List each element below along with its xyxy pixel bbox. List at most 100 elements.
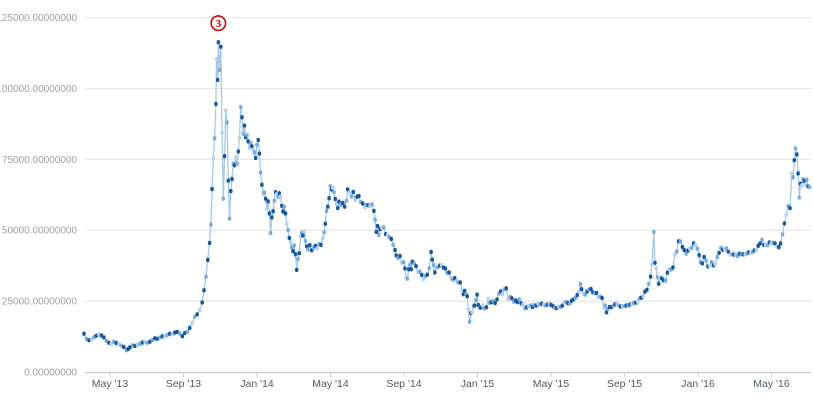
data-point[interactable] bbox=[256, 137, 261, 143]
data-point[interactable] bbox=[322, 230, 326, 235]
data-point[interactable] bbox=[180, 334, 185, 339]
data-point[interactable] bbox=[373, 217, 377, 222]
data-point[interactable] bbox=[303, 238, 308, 244]
data-point[interactable] bbox=[220, 130, 224, 135]
data-point[interactable] bbox=[575, 292, 579, 298]
data-point[interactable] bbox=[214, 57, 219, 62]
data-point[interactable] bbox=[754, 247, 759, 253]
data-point[interactable] bbox=[791, 175, 795, 180]
data-point[interactable] bbox=[401, 260, 406, 265]
data-point[interactable] bbox=[790, 171, 794, 176]
data-point[interactable] bbox=[236, 149, 241, 154]
data-point[interactable] bbox=[245, 133, 249, 138]
data-point[interactable] bbox=[240, 115, 244, 120]
data-point[interactable] bbox=[204, 274, 208, 279]
data-point[interactable] bbox=[433, 270, 437, 275]
data-point[interactable] bbox=[656, 281, 661, 286]
data-point[interactable] bbox=[263, 196, 268, 201]
data-point[interactable] bbox=[217, 67, 222, 73]
data-point[interactable] bbox=[495, 297, 499, 302]
data-point[interactable] bbox=[466, 307, 471, 312]
data-point[interactable] bbox=[342, 204, 347, 209]
data-point[interactable] bbox=[102, 335, 106, 340]
data-point[interactable] bbox=[430, 257, 435, 262]
data-point[interactable] bbox=[389, 236, 394, 242]
data-point[interactable] bbox=[427, 266, 432, 271]
data-point[interactable] bbox=[645, 287, 649, 292]
data-point[interactable] bbox=[278, 194, 283, 199]
data-point[interactable] bbox=[195, 312, 199, 317]
data-point[interactable] bbox=[807, 184, 812, 190]
data-point[interactable] bbox=[315, 246, 320, 251]
data-point[interactable] bbox=[654, 266, 658, 271]
data-point[interactable] bbox=[431, 262, 436, 268]
data-point[interactable] bbox=[391, 242, 395, 248]
data-point[interactable] bbox=[641, 293, 645, 298]
data-point[interactable] bbox=[253, 155, 258, 161]
data-point[interactable] bbox=[474, 298, 478, 303]
data-point[interactable] bbox=[214, 101, 218, 107]
data-point[interactable] bbox=[652, 229, 656, 235]
data-point[interactable] bbox=[372, 208, 376, 214]
data-point[interactable] bbox=[185, 329, 190, 334]
data-point[interactable] bbox=[347, 190, 352, 195]
data-point[interactable] bbox=[306, 247, 310, 252]
data-point[interactable] bbox=[803, 182, 808, 187]
data-point[interactable] bbox=[797, 195, 802, 200]
data-point[interactable] bbox=[782, 221, 787, 226]
data-point[interactable] bbox=[209, 222, 213, 227]
data-point[interactable] bbox=[230, 176, 234, 182]
data-point[interactable] bbox=[419, 272, 424, 278]
data-point[interactable] bbox=[704, 258, 708, 263]
data-point[interactable] bbox=[225, 120, 229, 125]
data-point[interactable] bbox=[282, 204, 287, 209]
data-point[interactable] bbox=[465, 294, 470, 299]
data-point[interactable] bbox=[697, 253, 701, 258]
data-point[interactable] bbox=[221, 196, 226, 201]
data-point[interactable] bbox=[82, 331, 86, 336]
data-point[interactable] bbox=[713, 262, 718, 267]
data-point[interactable] bbox=[326, 204, 330, 209]
data-point[interactable] bbox=[353, 197, 358, 203]
data-point[interactable] bbox=[268, 230, 273, 236]
data-point[interactable] bbox=[521, 302, 525, 307]
data-point[interactable] bbox=[229, 188, 233, 194]
data-point[interactable] bbox=[777, 245, 781, 250]
data-point[interactable] bbox=[207, 240, 212, 246]
data-point[interactable] bbox=[291, 249, 295, 254]
data-point[interactable] bbox=[122, 344, 126, 350]
data-point[interactable] bbox=[684, 251, 688, 256]
data-point[interactable] bbox=[504, 286, 509, 291]
data-point[interactable] bbox=[374, 229, 379, 235]
data-point[interactable] bbox=[187, 325, 192, 331]
data-point[interactable] bbox=[665, 270, 670, 275]
data-point[interactable] bbox=[648, 274, 653, 279]
data-point[interactable] bbox=[578, 281, 583, 287]
data-point[interactable] bbox=[589, 286, 593, 292]
data-point[interactable] bbox=[462, 288, 467, 294]
data-point[interactable] bbox=[255, 142, 259, 147]
data-point[interactable] bbox=[443, 266, 448, 271]
data-point[interactable] bbox=[758, 241, 762, 246]
data-point[interactable] bbox=[226, 178, 231, 183]
data-point[interactable] bbox=[493, 300, 497, 306]
data-point[interactable] bbox=[211, 155, 216, 161]
data-point[interactable] bbox=[671, 265, 675, 270]
data-point[interactable] bbox=[377, 232, 381, 238]
data-point[interactable] bbox=[302, 229, 307, 234]
data-point[interactable] bbox=[357, 193, 361, 199]
data-point[interactable] bbox=[237, 135, 242, 141]
data-point[interactable] bbox=[178, 331, 182, 336]
data-point[interactable] bbox=[260, 182, 264, 187]
data-point[interactable] bbox=[472, 303, 477, 308]
data-point[interactable] bbox=[272, 198, 277, 203]
data-point[interactable] bbox=[577, 289, 581, 294]
data-point[interactable] bbox=[382, 225, 386, 230]
data-point[interactable] bbox=[219, 44, 223, 49]
data-point[interactable] bbox=[458, 280, 463, 285]
data-point[interactable] bbox=[360, 201, 365, 206]
data-point[interactable] bbox=[210, 186, 214, 192]
data-point[interactable] bbox=[271, 209, 275, 214]
data-point[interactable] bbox=[337, 199, 341, 204]
